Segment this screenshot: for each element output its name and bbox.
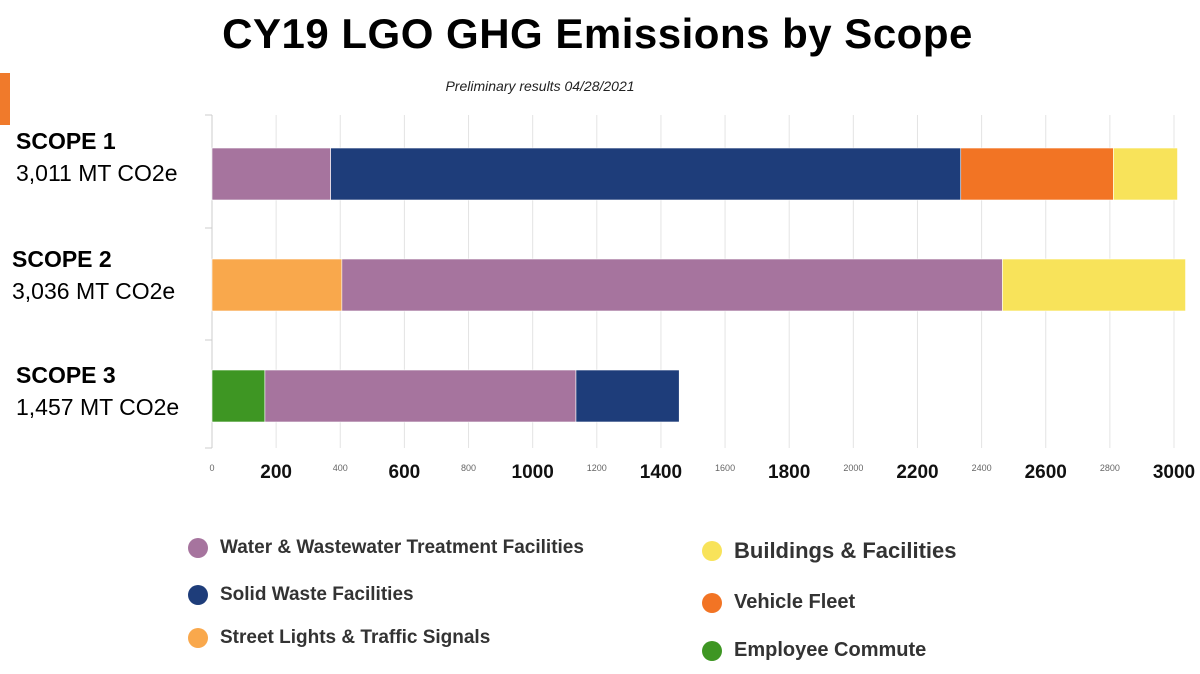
- bar-segment-scope-1-vehicle-fleet: [960, 147, 1114, 201]
- scope-3-total: 1,457 MT CO2e: [16, 394, 180, 421]
- legend-item-street-lights: Street Lights & Traffic Signals: [188, 627, 490, 649]
- bar-segment-scope-2-buildings-facilities: [1002, 258, 1186, 312]
- scope-2-name: SCOPE 2: [12, 246, 112, 272]
- legend-swatch-commute: [702, 640, 722, 661]
- legend-label-commute: Employee Commute: [734, 639, 927, 661]
- x-tick-label-2400: 2400: [972, 463, 992, 473]
- scope-3-name: SCOPE 3: [16, 362, 116, 388]
- x-tick-label-400: 400: [333, 463, 348, 473]
- legend-swatch-water: [188, 538, 208, 558]
- legend-item-commute: Employee Commute: [702, 639, 926, 662]
- x-tick-label-200: 200: [260, 462, 292, 483]
- legend-swatch-buildings: [702, 541, 722, 561]
- row-label-scope-1: SCOPE 1 3,011 MT CO2e: [16, 128, 178, 187]
- x-tick-label-2600: 2600: [1025, 462, 1067, 483]
- x-tick-label-2200: 2200: [896, 462, 938, 483]
- stacked-bar-chart: 0 200 400 600 800 1000 1200 1400 1600 1800 2000 220…: [205, 114, 1195, 483]
- legend-item-water: Water & Wastewater Treatment Facilities: [188, 537, 584, 559]
- x-tick-label-800: 800: [461, 463, 476, 473]
- legend-item-solid-waste: Solid Waste Facilities: [188, 584, 414, 606]
- x-tick-label-1400: 1400: [640, 462, 682, 483]
- legend-label-buildings: Buildings & Facilities: [734, 538, 957, 563]
- bar-segment-scope-2-water-wastewater-treatment-facilities: [341, 258, 1003, 312]
- x-tick-label-1200: 1200: [587, 463, 607, 473]
- x-tick-label-3000: 3000: [1153, 462, 1195, 483]
- x-tick-label-0: 0: [209, 463, 214, 473]
- bar-segment-scope-1-water-wastewater-treatment-facilities: [211, 147, 331, 201]
- legend-swatch-street-lights: [188, 628, 208, 648]
- x-tick-label-2800: 2800: [1100, 463, 1120, 473]
- row-label-scope-3: SCOPE 3 1,457 MT CO2e: [16, 362, 179, 421]
- x-tick-label-600: 600: [389, 462, 421, 483]
- scope-1-name: SCOPE 1: [16, 128, 116, 154]
- scope-1-total: 3,011 MT CO2e: [16, 160, 178, 187]
- legend-label-solid-waste: Solid Waste Facilities: [220, 584, 414, 605]
- scope-2-total: 3,036 MT CO2e: [12, 278, 176, 305]
- bar-segment-scope-1-solid-waste-facilities: [330, 147, 962, 201]
- x-tick-label-1000: 1000: [512, 462, 554, 483]
- chart-title: CY19 LGO GHG Emissions by Scope: [222, 10, 973, 57]
- bar-segment-scope-3-solid-waste-facilities: [575, 369, 680, 423]
- bar-segment-scope-3-employee-commute: [211, 369, 266, 423]
- accent-bar: [0, 73, 10, 125]
- legend-label-water: Water & Wastewater Treatment Facilities: [220, 537, 584, 558]
- legend-item-buildings: Buildings & Facilities: [702, 538, 956, 564]
- row-label-scope-2: SCOPE 2 3,036 MT CO2e: [12, 246, 175, 305]
- legend-swatch-solid-waste: [188, 585, 208, 605]
- chart-subtitle: Preliminary results 04/28/2021: [445, 78, 635, 94]
- legend-swatch-vehicle: [702, 592, 722, 613]
- bar-segment-scope-3-water-wastewater-treatment-facilities: [264, 369, 577, 423]
- x-tick-label-1600: 1600: [715, 463, 735, 473]
- bar-segment-scope-1-buildings-facilities: [1113, 147, 1178, 201]
- x-tick-label-2000: 2000: [843, 463, 863, 473]
- bar-segment-scope-2-street-lights-traffic-signals: [211, 258, 343, 312]
- x-tick-label-1800: 1800: [768, 462, 810, 483]
- legend-label-street-lights: Street Lights & Traffic Signals: [220, 627, 491, 648]
- legend-label-vehicle: Vehicle Fleet: [734, 591, 856, 613]
- legend-item-vehicle: Vehicle Fleet: [702, 591, 855, 614]
